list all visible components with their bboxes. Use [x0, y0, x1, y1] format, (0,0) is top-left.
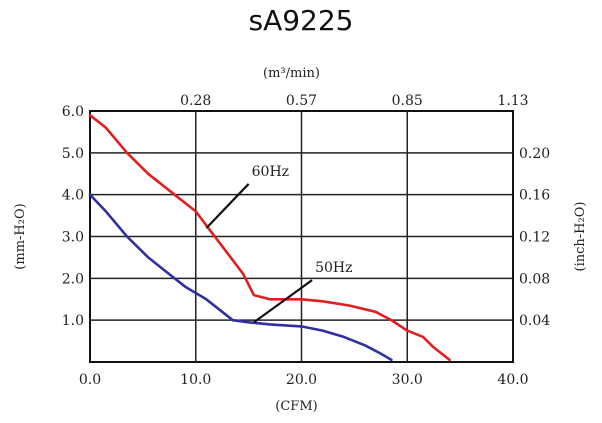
- x2-tick-label: 0.85: [392, 93, 423, 109]
- x-tick-label: 40.0: [497, 372, 528, 388]
- annotation-label: 50Hz: [315, 260, 352, 276]
- x-axis-label: (CFM): [275, 399, 317, 414]
- y2-axis-label: (inch-H₂O): [573, 202, 588, 272]
- chart-title: sA9225: [248, 4, 354, 37]
- x-tick-label: 20.0: [286, 372, 317, 388]
- y2-tick-label: 0.16: [519, 188, 550, 204]
- annotation-leader-line: [205, 183, 250, 229]
- series-line-60hz: [88, 113, 451, 362]
- y-tick-label: 5.0: [62, 146, 84, 162]
- annotation-leader-line: [253, 279, 313, 324]
- y-axis-label: (mm-H₂O): [13, 203, 28, 269]
- y2-tick-label: 0.04: [519, 313, 550, 329]
- annotation-label: 60Hz: [252, 164, 289, 180]
- text-layer: 0.0 10.0 20.0 30.0 40.0 0.28 0.57 0.85 1.13 6.0 5.…: [13, 66, 588, 414]
- y2-tick-label: 0.20: [519, 146, 550, 162]
- x-tick-label: 30.0: [392, 372, 423, 388]
- y-tick-label: 3.0: [62, 230, 84, 246]
- annotation-layer: 60Hz 50Hz: [205, 164, 352, 324]
- y2-tick-label: 0.08: [519, 271, 550, 287]
- y-tick-label: 1.0: [62, 313, 84, 329]
- y-tick-label: 2.0: [62, 271, 84, 287]
- x2-tick-label: 1.13: [497, 93, 528, 109]
- series-line-50hz: [88, 193, 393, 362]
- y-tick-label: 4.0: [62, 188, 84, 204]
- x-tick-label: 10.0: [180, 372, 211, 388]
- x2-tick-label: 0.57: [286, 93, 317, 109]
- grid-layer: [89, 110, 514, 363]
- series-layer: [88, 113, 451, 362]
- x-tick-label: 0.0: [79, 372, 101, 388]
- y2-tick-label: 0.12: [519, 230, 550, 246]
- x2-axis-label: (m³/min): [263, 66, 320, 81]
- y-tick-label: 6.0: [62, 104, 84, 120]
- x2-tick-label: 0.28: [180, 93, 211, 109]
